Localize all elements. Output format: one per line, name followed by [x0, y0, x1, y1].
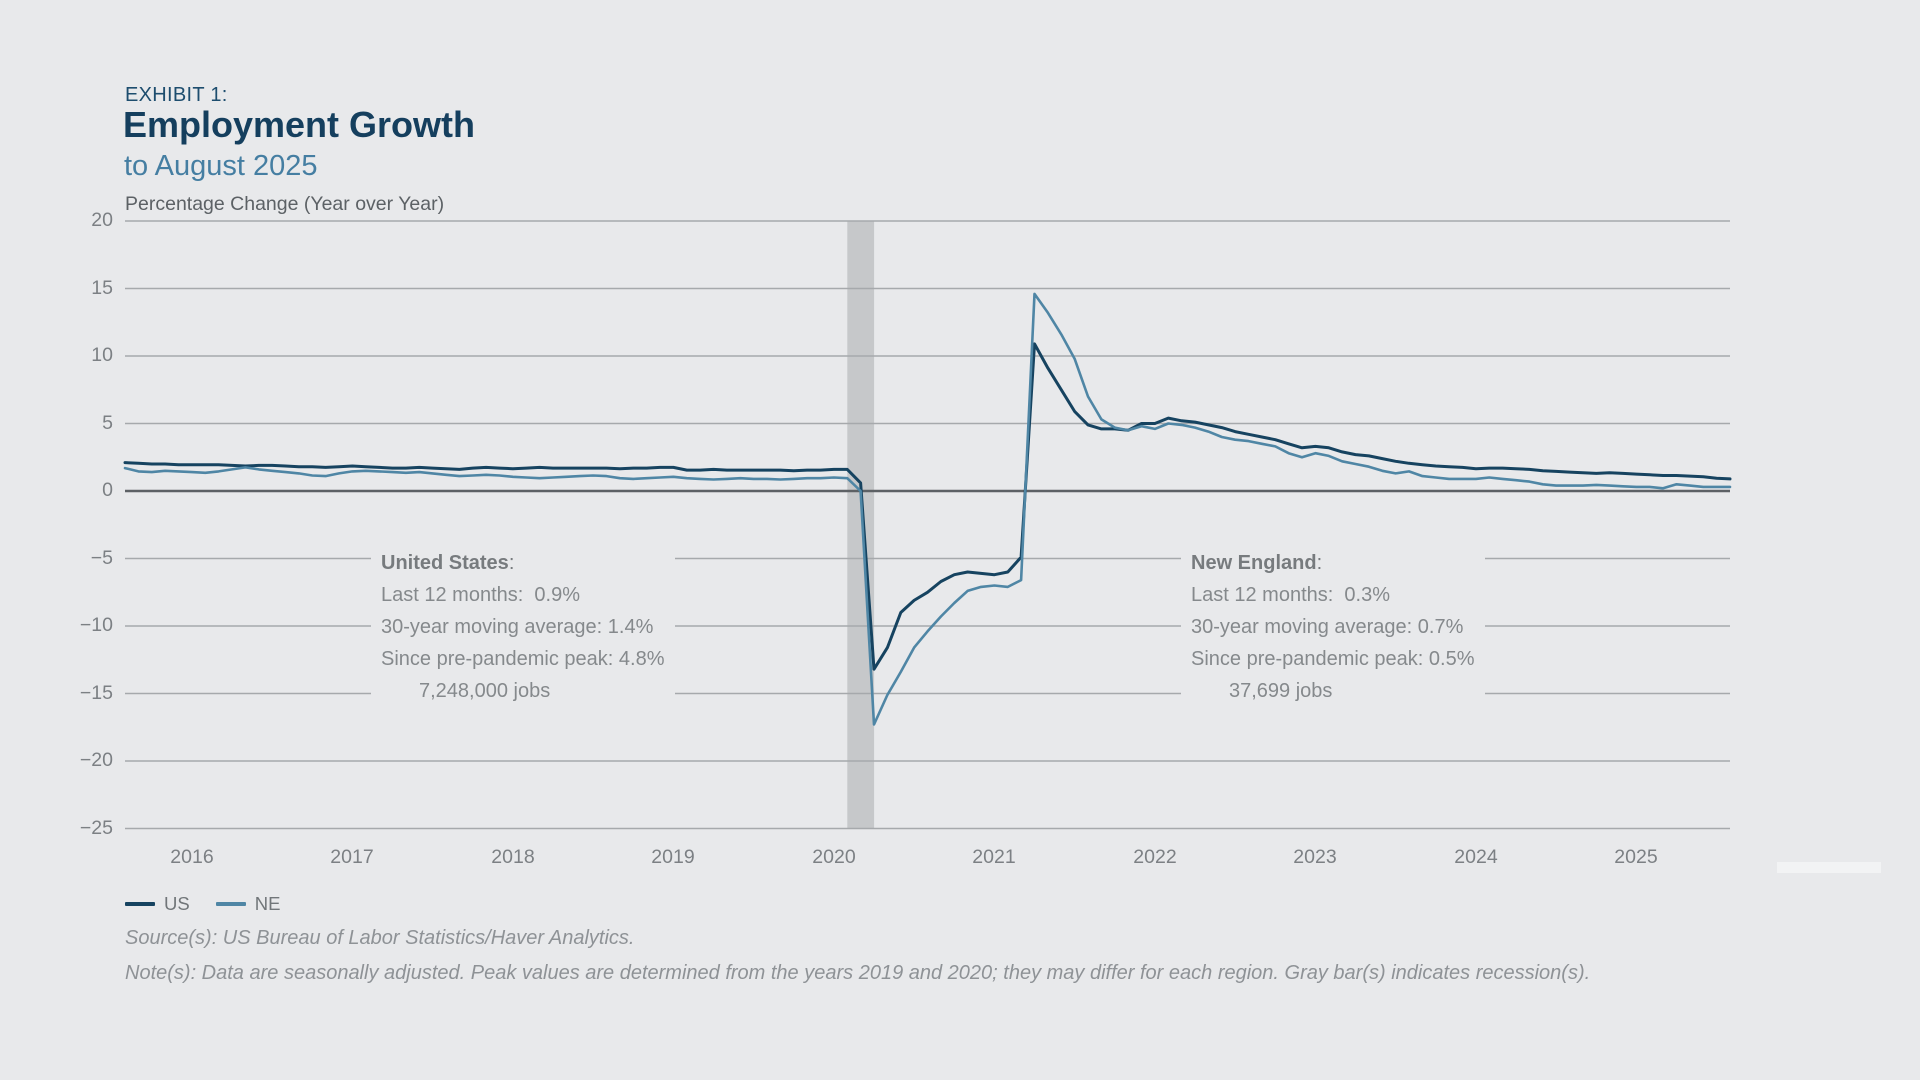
ne-jobs: 37,699 jobs — [1229, 680, 1333, 702]
y-tick-label: −20 — [79, 749, 113, 771]
x-tick-label: 2018 — [491, 846, 535, 868]
legend-label-ne: NE — [254, 893, 281, 914]
us-moving-average: 30-year moving average: 1.4% — [381, 616, 654, 638]
ne-line — [123, 292, 1732, 726]
x-tick-label: 2019 — [651, 846, 695, 868]
methodology-note: Note(s): Data are seasonally adjusted. P… — [125, 962, 1591, 984]
recession-bar — [847, 221, 875, 829]
y-tick-label: 0 — [102, 479, 113, 501]
legend-label-us: US — [164, 893, 190, 914]
y-tick-label: −10 — [79, 614, 113, 636]
ne-annotation-title: New England — [1191, 552, 1317, 574]
x-tick-label: 2017 — [330, 846, 374, 868]
us-annotation-title: United States — [381, 552, 509, 574]
exhibit-label: EXHIBIT 1: — [125, 84, 228, 106]
ne-moving-average: 30-year moving average: 0.7% — [1191, 616, 1464, 638]
page-title: Employment Growth — [123, 104, 476, 145]
ne-annotation: New England: Last 12 months: 0.3% 30-yea… — [1181, 545, 1485, 713]
ne-last-12-months: Last 12 months: 0.3% — [1191, 584, 1391, 606]
x-tick-label: 2020 — [812, 846, 856, 868]
legend: US NE — [125, 893, 280, 915]
us-annotation: United States: Last 12 months: 0.9% 30-y… — [371, 545, 675, 713]
us-last-12-months: Last 12 months: 0.9% — [381, 584, 581, 606]
watermark-box — [1777, 862, 1881, 873]
y-tick-label: 5 — [102, 411, 113, 434]
x-tick-label: 2023 — [1293, 846, 1337, 868]
us-line-swatch — [125, 902, 155, 906]
us-since-peak: Since pre-pandemic peak: 4.8% — [381, 648, 665, 670]
page-subtitle: to August 2025 — [124, 150, 318, 182]
y-tick-label: −15 — [79, 681, 113, 704]
source-note: Source(s): US Bureau of Labor Statistics… — [125, 927, 635, 949]
y-tick-label: −5 — [90, 546, 113, 569]
y-tick-label: 20 — [91, 209, 113, 231]
axis-units-label: Percentage Change (Year over Year) — [125, 193, 445, 215]
x-tick-label: 2022 — [1133, 846, 1177, 868]
x-tick-label: 2025 — [1614, 846, 1658, 868]
us-line — [123, 342, 1732, 671]
x-tick-label: 2024 — [1454, 846, 1498, 868]
ne-line-swatch — [215, 902, 246, 906]
y-tick-label: 10 — [91, 344, 113, 366]
x-tick-label: 2016 — [170, 846, 214, 868]
legend-item-ne: NE — [215, 893, 281, 915]
legend-item-us: US — [125, 893, 190, 915]
y-tick-label: −25 — [79, 816, 113, 839]
ne-since-peak: Since pre-pandemic peak: 0.5% — [1191, 648, 1475, 670]
y-tick-label: 15 — [91, 276, 113, 299]
x-tick-label: 2021 — [972, 846, 1016, 868]
us-jobs: 7,248,000 jobs — [419, 680, 551, 702]
